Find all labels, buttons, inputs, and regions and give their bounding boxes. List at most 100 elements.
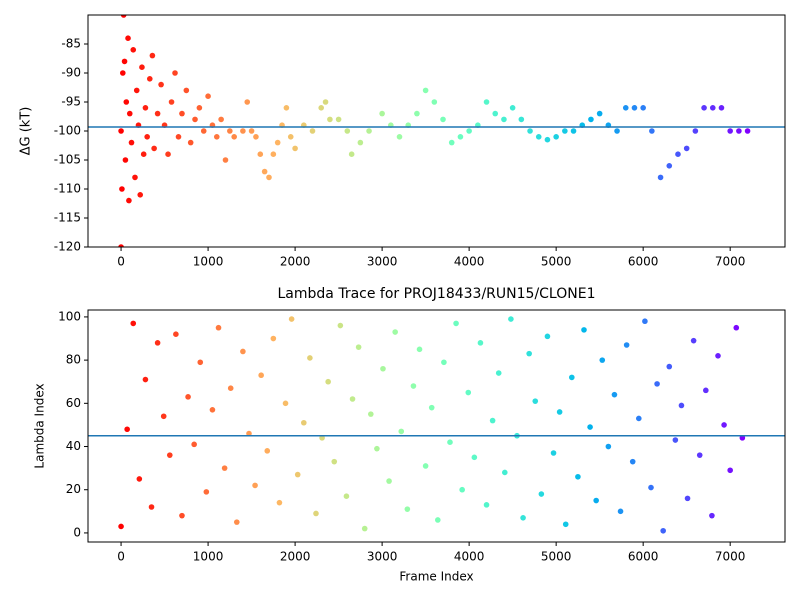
point xyxy=(319,435,325,441)
y-tick-label: -105 xyxy=(54,153,81,167)
y-tick-label: -90 xyxy=(61,66,81,80)
point xyxy=(248,128,255,134)
point xyxy=(355,344,362,350)
point xyxy=(209,406,216,413)
chart-title: Lambda Trace for PROJ18433/RUN15/CLONE1 xyxy=(278,286,596,302)
point xyxy=(136,476,143,482)
point xyxy=(137,192,144,198)
point xyxy=(175,134,182,140)
x-tick-label: 7000 xyxy=(715,255,746,269)
point xyxy=(368,411,374,417)
point xyxy=(318,105,325,111)
x-tick-label: 0 xyxy=(117,550,125,564)
point xyxy=(125,35,131,41)
point xyxy=(684,495,691,502)
y-tick-label: 60 xyxy=(66,396,81,410)
y-axis-label: ΔG (kT) xyxy=(19,107,34,156)
point xyxy=(556,409,563,415)
point xyxy=(349,396,356,402)
y-tick-label: 40 xyxy=(66,439,81,453)
point xyxy=(126,197,132,204)
point xyxy=(160,413,167,420)
point xyxy=(258,372,264,379)
point xyxy=(648,484,654,491)
point xyxy=(119,186,125,192)
point xyxy=(325,378,331,385)
point xyxy=(623,342,630,348)
point xyxy=(118,523,124,530)
x-tick-label: 0 xyxy=(117,255,125,269)
point xyxy=(120,15,127,18)
point xyxy=(270,335,277,342)
point xyxy=(283,105,290,111)
point xyxy=(118,128,124,134)
x-tick-label: 6000 xyxy=(628,255,659,269)
x-tick-label: 5000 xyxy=(541,255,572,269)
point xyxy=(231,134,237,140)
point xyxy=(414,110,420,117)
point xyxy=(366,128,372,134)
x-tick-label: 2000 xyxy=(280,550,311,564)
point xyxy=(187,139,194,146)
point xyxy=(544,136,551,143)
x-axis-label: Frame Index xyxy=(399,570,473,584)
point xyxy=(257,151,264,157)
point xyxy=(227,385,234,391)
point xyxy=(183,87,190,94)
point xyxy=(118,244,124,247)
point xyxy=(501,116,507,123)
point xyxy=(422,463,429,469)
x-tick-label: 3000 xyxy=(367,550,398,564)
point xyxy=(457,134,464,140)
point xyxy=(380,365,386,372)
y-tick-label: 20 xyxy=(66,482,81,496)
point xyxy=(148,504,155,510)
y-tick-label: -110 xyxy=(54,182,81,196)
point xyxy=(733,324,740,331)
point xyxy=(276,499,283,506)
point xyxy=(599,357,606,363)
point xyxy=(374,445,380,452)
y-axis-label: Lambda Index xyxy=(33,383,47,468)
x-tick-label: 3000 xyxy=(367,255,398,269)
point xyxy=(165,151,171,157)
point xyxy=(587,424,593,430)
point xyxy=(240,128,246,134)
point xyxy=(331,458,338,465)
point xyxy=(550,450,557,456)
point xyxy=(588,116,594,123)
point xyxy=(154,110,161,117)
x-tick-label: 7000 xyxy=(715,550,746,564)
point xyxy=(657,174,664,181)
point xyxy=(410,383,417,389)
x-tick-label: 4000 xyxy=(454,255,485,269)
point xyxy=(538,491,545,497)
axes-frame xyxy=(87,309,786,543)
point xyxy=(246,430,252,437)
point xyxy=(288,316,295,322)
point xyxy=(128,139,135,146)
point xyxy=(721,422,727,428)
point xyxy=(518,116,525,123)
axes-frame xyxy=(87,14,786,248)
point xyxy=(130,320,137,327)
y-tick-label: 80 xyxy=(66,353,81,367)
point xyxy=(343,493,350,500)
point xyxy=(322,99,329,105)
point xyxy=(179,512,185,519)
x-tick-label: 2000 xyxy=(280,255,311,269)
point xyxy=(200,128,207,134)
point xyxy=(715,352,721,359)
point xyxy=(614,128,620,134)
point xyxy=(327,116,333,123)
point xyxy=(709,105,716,111)
point xyxy=(736,128,742,134)
point xyxy=(570,128,577,134)
point xyxy=(483,502,490,508)
point xyxy=(215,324,222,331)
point xyxy=(441,359,447,366)
point xyxy=(266,174,272,181)
point xyxy=(124,426,130,433)
point xyxy=(396,134,403,140)
